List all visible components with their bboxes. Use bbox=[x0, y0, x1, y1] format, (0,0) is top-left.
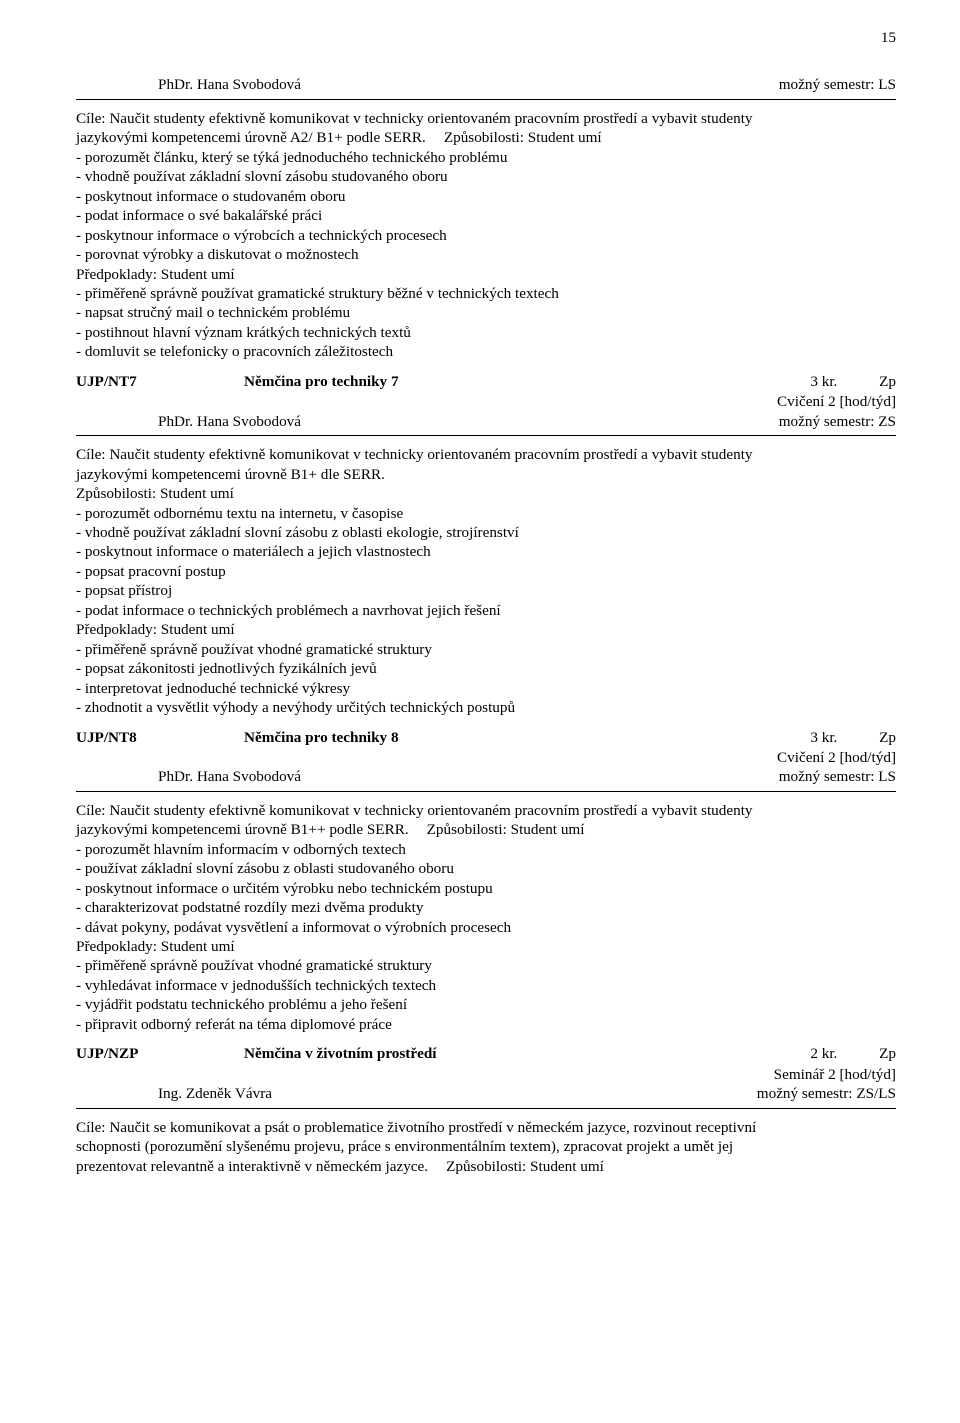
predpoklady-header: Předpoklady: Student umí bbox=[76, 937, 896, 956]
instructor-name: Ing. Zdeněk Vávra bbox=[158, 1084, 272, 1103]
zpusobilosti-header: Způsobilosti: Student umí bbox=[76, 484, 896, 503]
section-body: Cíle: Naučit studenty efektivně komuniko… bbox=[76, 801, 896, 1034]
divider bbox=[76, 99, 896, 100]
course-credit: 3 kr. Zp bbox=[706, 728, 896, 747]
bullet: - popsat přístroj bbox=[76, 581, 896, 600]
bullet: - interpretovat jednoduché technické výk… bbox=[76, 679, 896, 698]
bullet: - poskytnout informace o studovaném obor… bbox=[76, 187, 896, 206]
cile-line: Cíle: Naučit studenty efektivně komuniko… bbox=[76, 801, 896, 820]
bullet: - domluvit se telefonicky o pracovních z… bbox=[76, 342, 896, 361]
predpoklady-header: Předpoklady: Student umí bbox=[76, 620, 896, 639]
page-number: 15 bbox=[76, 28, 896, 47]
instructor-name: PhDr. Hana Svobodová bbox=[158, 767, 301, 786]
cile-line: jazykovými kompetencemi úrovně B1++ podl… bbox=[76, 820, 896, 839]
bullet: - vhodně používat základní slovní zásobu… bbox=[76, 523, 896, 542]
text: Způsobilosti: Student umí bbox=[427, 821, 585, 838]
bullet: - podat informace o technických probléme… bbox=[76, 601, 896, 620]
text: jazykovými kompetencemi úrovně B1++ podl… bbox=[76, 821, 409, 838]
text: prezentovat relevantně a interaktivně v … bbox=[76, 1158, 428, 1175]
course-code: UJP/NT8 bbox=[76, 728, 244, 747]
semester-info: možný semestr: ZS/LS bbox=[757, 1084, 896, 1103]
instructor-row: Ing. Zdeněk Vávra možný semestr: ZS/LS bbox=[76, 1084, 896, 1103]
section-body: Cíle: Naučit studenty efektivně komuniko… bbox=[76, 109, 896, 362]
course-format: Cvičení 2 [hod/týd] bbox=[76, 748, 896, 767]
bullet: - porovnat výrobky a diskutovat o možnos… bbox=[76, 245, 896, 264]
bullet: - poskytnout informace o materiálech a j… bbox=[76, 542, 896, 561]
text: 3 kr. bbox=[810, 729, 837, 746]
bullet: - popsat zákonitosti jednotlivých fyziká… bbox=[76, 659, 896, 678]
bullet: - porozumět článku, který se týká jednod… bbox=[76, 148, 896, 167]
bullet: - vyjádřit podstatu technického problému… bbox=[76, 995, 896, 1014]
bullet: - přiměřeně správně používat gramatické … bbox=[76, 284, 896, 303]
instructor-row: PhDr. Hana Svobodová možný semestr: LS bbox=[76, 767, 896, 786]
divider bbox=[76, 435, 896, 436]
cile-line: schopnosti (porozumění slyšenému projevu… bbox=[76, 1137, 896, 1156]
bullet: - porozumět hlavním informacím v odborný… bbox=[76, 840, 896, 859]
semester-info: možný semestr: LS bbox=[779, 75, 896, 94]
bullet: - podat informace o své bakalářské práci bbox=[76, 206, 896, 225]
semester-info: možný semestr: LS bbox=[779, 767, 896, 786]
bullet: - připravit odborný referát na téma dipl… bbox=[76, 1015, 896, 1034]
text: Způsobilosti: Student umí bbox=[446, 1158, 604, 1175]
semester-info: možný semestr: ZS bbox=[779, 412, 896, 431]
cile-line: prezentovat relevantně a interaktivně v … bbox=[76, 1157, 896, 1176]
course-header-row: UJP/NZP Němčina v životním prostředí 2 k… bbox=[76, 1044, 896, 1063]
bullet: - přiměřeně správně používat vhodné gram… bbox=[76, 640, 896, 659]
course-title: Němčina pro techniky 7 bbox=[244, 372, 706, 391]
text: 2 kr. bbox=[810, 1045, 837, 1062]
text: Způsobilosti: Student umí bbox=[444, 129, 602, 146]
course-code: UJP/NT7 bbox=[76, 372, 244, 391]
cile-line: Cíle: Naučit studenty efektivně komuniko… bbox=[76, 445, 896, 464]
instructor-name: PhDr. Hana Svobodová bbox=[158, 75, 301, 94]
bullet: - charakterizovat podstatné rozdíly mezi… bbox=[76, 898, 896, 917]
course-credit: 3 kr. Zp bbox=[706, 372, 896, 391]
bullet: - postihnout hlavní význam krátkých tech… bbox=[76, 323, 896, 342]
instructor-row: PhDr. Hana Svobodová možný semestr: LS bbox=[76, 75, 896, 94]
text: Zp bbox=[879, 729, 896, 746]
bullet: - napsat stručný mail o technickém probl… bbox=[76, 303, 896, 322]
bullet: - vhodně používat základní slovní zásobu… bbox=[76, 167, 896, 186]
cile-line: jazykovými kompetencemi úrovně B1+ dle S… bbox=[76, 465, 896, 484]
bullet: - zhodnotit a vysvětlit výhody a nevýhod… bbox=[76, 698, 896, 717]
bullet: - dávat pokyny, podávat vysvětlení a inf… bbox=[76, 918, 896, 937]
bullet: - poskytnour informace o výrobcích a tec… bbox=[76, 226, 896, 245]
bullet: - vyhledávat informace v jednodušších te… bbox=[76, 976, 896, 995]
course-format: Seminář 2 [hod/týd] bbox=[76, 1065, 896, 1084]
divider bbox=[76, 1108, 896, 1109]
instructor-name: PhDr. Hana Svobodová bbox=[158, 412, 301, 431]
bullet: - popsat pracovní postup bbox=[76, 562, 896, 581]
bullet: - přiměřeně správně používat vhodné gram… bbox=[76, 956, 896, 975]
bullet: - poskytnout informace o určitém výrobku… bbox=[76, 879, 896, 898]
predpoklady-header: Předpoklady: Student umí bbox=[76, 265, 896, 284]
course-header-row: UJP/NT7 Němčina pro techniky 7 3 kr. Zp bbox=[76, 372, 896, 391]
text: Zp bbox=[879, 1045, 896, 1062]
course-header-row: UJP/NT8 Němčina pro techniky 8 3 kr. Zp bbox=[76, 728, 896, 747]
divider bbox=[76, 791, 896, 792]
cile-line: Cíle: Naučit se komunikovat a psát o pro… bbox=[76, 1118, 896, 1137]
cile-line: jazykovými kompetencemi úrovně A2/ B1+ p… bbox=[76, 128, 896, 147]
section-body: Cíle: Naučit se komunikovat a psát o pro… bbox=[76, 1118, 896, 1176]
course-title: Němčina pro techniky 8 bbox=[244, 728, 706, 747]
instructor-row: PhDr. Hana Svobodová možný semestr: ZS bbox=[76, 412, 896, 431]
cile-line: Cíle: Naučit studenty efektivně komuniko… bbox=[76, 109, 896, 128]
text: Zp bbox=[879, 373, 896, 390]
text: 3 kr. bbox=[810, 373, 837, 390]
course-code: UJP/NZP bbox=[76, 1044, 244, 1063]
text: jazykovými kompetencemi úrovně A2/ B1+ p… bbox=[76, 129, 426, 146]
bullet: - používat základní slovní zásobu z obla… bbox=[76, 859, 896, 878]
section-body: Cíle: Naučit studenty efektivně komuniko… bbox=[76, 445, 896, 717]
course-credit: 2 kr. Zp bbox=[706, 1044, 896, 1063]
course-format: Cvičení 2 [hod/týd] bbox=[76, 392, 896, 411]
bullet: - porozumět odbornému textu na internetu… bbox=[76, 504, 896, 523]
course-title: Němčina v životním prostředí bbox=[244, 1044, 706, 1063]
